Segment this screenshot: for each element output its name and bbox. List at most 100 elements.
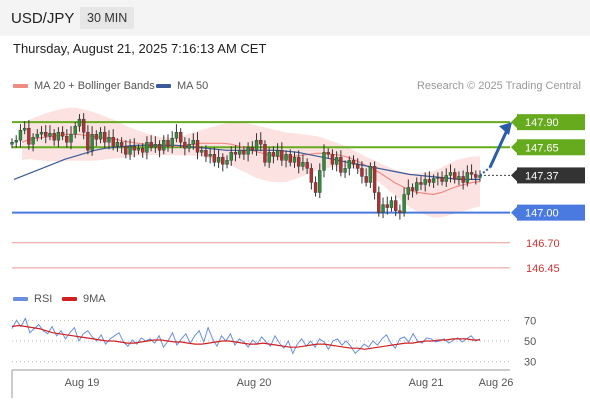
candle-body	[465, 172, 470, 183]
candle-body	[326, 152, 330, 155]
candle-body	[398, 210, 402, 213]
candle-body	[149, 142, 153, 148]
candle-body	[115, 142, 120, 147]
candle-body	[124, 146, 128, 155]
rsi-ma-line	[11, 324, 480, 350]
candle-body	[86, 131, 90, 151]
candle-body	[22, 127, 27, 131]
x-tick-Aug-20: Aug 20	[237, 377, 272, 389]
datetime: Thursday, August 21, 2025 7:16:13 AM CET	[13, 41, 267, 56]
legend-ma50: MA 50	[156, 80, 208, 92]
candle-body	[427, 179, 432, 183]
candle-body	[242, 150, 246, 155]
candle-body	[195, 140, 200, 153]
candle-body	[368, 166, 373, 183]
candle-body	[44, 131, 48, 137]
candle-body	[153, 144, 158, 148]
rsi-tick-50: 50	[524, 336, 536, 348]
candle-body	[183, 142, 187, 149]
candle-body	[436, 177, 440, 179]
level-label-147.90: 147.90	[525, 117, 559, 129]
candle-body	[393, 200, 398, 211]
candle-body	[31, 137, 35, 145]
candle-body	[187, 144, 191, 149]
level-badge-147.37	[517, 167, 585, 184]
candle-body	[246, 147, 250, 155]
candle-body	[318, 170, 322, 193]
candle-body	[128, 146, 132, 155]
currency-pair: USD/JPY	[11, 10, 75, 27]
candle-body	[254, 140, 259, 151]
candle-body	[212, 154, 217, 163]
candle-body	[162, 140, 166, 151]
timeframe-button[interactable]: 30 MIN	[80, 7, 135, 29]
candle-body	[225, 160, 229, 165]
candle-body	[410, 187, 415, 191]
x-tick-Aug-26: Aug 26	[479, 377, 514, 389]
candle-body	[448, 172, 453, 176]
legend-rsi: RSI	[13, 293, 52, 305]
candle-body	[94, 134, 99, 140]
candle-body	[343, 168, 347, 173]
candle-body	[103, 131, 107, 143]
candle-body	[309, 168, 314, 183]
candle-body	[250, 147, 255, 151]
rsi-swatch	[13, 297, 28, 302]
candle-body	[461, 176, 465, 183]
research-credit: Research © 2025 Trading Central	[416, 80, 581, 92]
candle-body	[301, 162, 305, 167]
rsi-line	[11, 317, 481, 355]
candle-body	[132, 146, 136, 151]
candle-body	[48, 133, 52, 137]
rsi-ma-swatch	[62, 297, 77, 302]
level-label-146.70: 146.70	[526, 238, 560, 250]
candle-body	[364, 176, 368, 183]
candle-body	[284, 154, 288, 161]
level-badge-147.90	[517, 114, 585, 131]
candle-body	[419, 182, 423, 185]
candle-body	[18, 129, 23, 141]
candle-body	[351, 160, 356, 165]
candle-body	[423, 179, 427, 185]
candle-body	[111, 137, 115, 147]
legend-ma50-label: MA 50	[177, 80, 209, 92]
candle-body	[208, 154, 212, 157]
candle-body	[237, 150, 242, 155]
candle-body	[90, 134, 94, 151]
candle-body	[27, 127, 31, 145]
candle-body	[14, 140, 18, 143]
candle-body	[347, 160, 351, 169]
candle-body	[406, 187, 411, 195]
candle-body	[136, 148, 141, 151]
level-badge-pointer	[511, 206, 517, 219]
candle-body	[339, 157, 343, 173]
candle-body	[39, 131, 44, 135]
forecast-arrow-head	[499, 122, 512, 136]
candle-body	[431, 178, 436, 183]
candle-body	[119, 142, 124, 147]
candle-body	[322, 152, 326, 171]
candle-body	[73, 125, 77, 135]
candle-body	[444, 175, 448, 182]
candle-body	[313, 182, 318, 193]
candle-body	[65, 136, 69, 143]
candle-body	[263, 144, 267, 163]
candle-body	[204, 150, 208, 157]
candle-body	[469, 172, 474, 175]
candle-body	[229, 152, 233, 161]
x-tick-Aug-19: Aug 19	[65, 377, 100, 389]
level-label-147.37: 147.37	[525, 170, 559, 182]
rsi-tick-30: 30	[524, 357, 536, 369]
candle-body	[385, 204, 389, 208]
candle-body	[402, 194, 406, 213]
level-label-147.65: 147.65	[525, 142, 559, 154]
level-badge-pointer	[511, 169, 517, 182]
level-badge-pointer	[511, 116, 517, 129]
candle-body	[381, 204, 385, 213]
candle-body	[292, 157, 297, 163]
legend-rsi-ma: 9MA	[62, 293, 106, 305]
candle-body	[415, 182, 419, 191]
candle-body	[98, 131, 103, 140]
candle-body	[178, 131, 183, 143]
